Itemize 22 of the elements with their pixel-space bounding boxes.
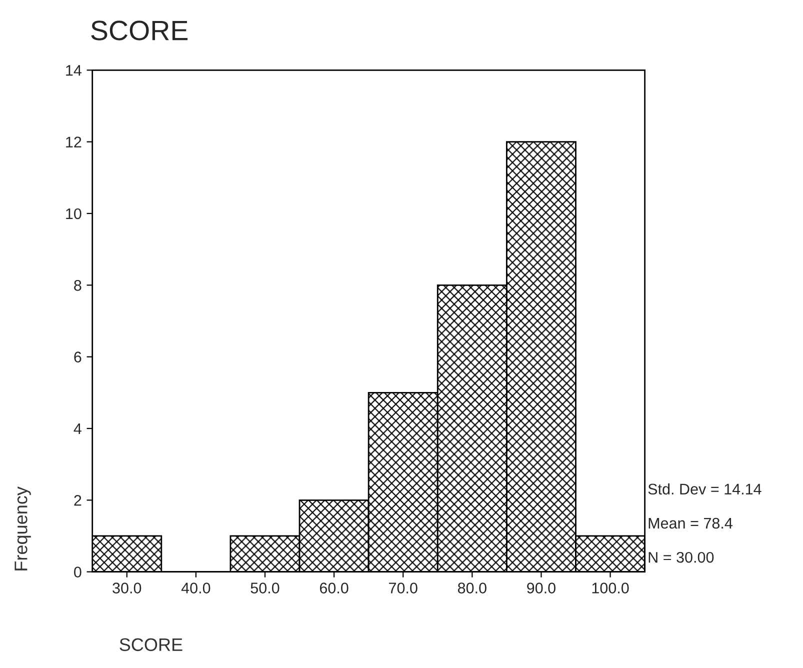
y-tick-label: 4 (74, 424, 82, 434)
y-tick-label: 12 (66, 136, 82, 148)
text: N = 30.00 (648, 552, 714, 563)
x-tick-label: 50.0 (250, 582, 280, 594)
y-tick-label: 0 (74, 566, 82, 578)
x-axis-title: SCORE (120, 638, 182, 652)
y-tick-label: 14 (66, 65, 82, 76)
text: Std. Dev = 14.14 (648, 483, 762, 495)
y-tick-label: 6 (74, 352, 82, 362)
x-tick-label: 80.0 (458, 582, 486, 594)
chart-title: SCORE (91, 20, 188, 40)
y-tick-label: 8 (74, 280, 82, 291)
x-tick-label: 60.0 (320, 582, 348, 594)
text: Mean = 78.4 (648, 518, 732, 529)
x-tick-label: 100.0 (592, 582, 629, 594)
x-tick-label: 90.0 (527, 582, 556, 594)
x-tick-label: 40.0 (181, 582, 210, 594)
y-tick-label: 10 (66, 208, 82, 220)
x-tick-label: 30.0 (112, 582, 142, 594)
y-axis-title: Frequency (14, 486, 31, 570)
y-tick-label: 2 (74, 495, 82, 506)
x-tick-label: 70.0 (389, 582, 418, 594)
